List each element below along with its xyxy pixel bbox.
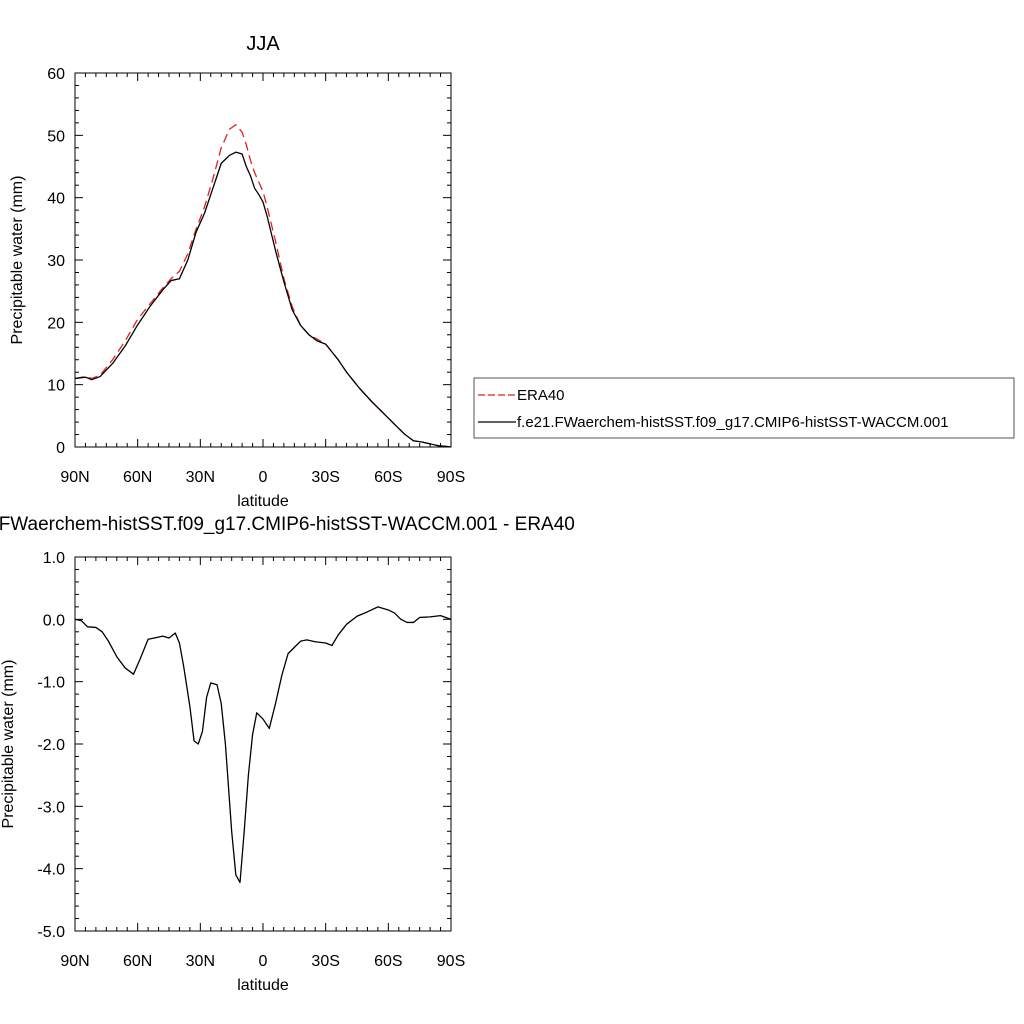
y-tick-label: -5.0 xyxy=(37,924,65,941)
x-tick-label: 60S xyxy=(374,953,402,970)
plot-frame xyxy=(74,72,452,448)
legend-label-1: f.e21.FWaerchem-histSST.f09_g17.CMIP6-hi… xyxy=(517,414,949,431)
x-tick-label: 30N xyxy=(186,953,215,970)
bottom-panel-difference: f.e21.FWaerchem-histSST.f09_g17.CMIP6-hi… xyxy=(0,514,575,994)
series-line-1 xyxy=(75,151,451,447)
x-tick-label: 60N xyxy=(123,953,152,970)
y-tick-label: -1.0 xyxy=(37,675,65,692)
series-line-0 xyxy=(75,124,451,447)
x-axis-label: latitude xyxy=(237,977,289,994)
y-axis-label: Precipitable water (mm) xyxy=(0,660,17,829)
chart-title: JJA xyxy=(246,33,280,55)
legend-box xyxy=(473,377,1015,439)
y-tick-label: 10 xyxy=(47,378,65,395)
legend-label-0: ERA40 xyxy=(517,387,565,404)
top-panel-precipitable-water: JJA 90N 60N 30N 0 30S 60S 90S 0 10 20 30 40 50 60 latit… xyxy=(9,33,465,510)
y-tick-label: 60 xyxy=(47,66,65,83)
y-tick-label: 40 xyxy=(47,191,65,208)
series-line-0 xyxy=(75,606,451,884)
y-tick-label: 20 xyxy=(47,315,65,332)
x-tick-label: 90N xyxy=(60,953,89,970)
x-tick-label: 30S xyxy=(311,469,339,486)
x-tick-label: 90N xyxy=(60,469,89,486)
data-layer xyxy=(75,606,451,884)
x-tick-label: 30N xyxy=(186,469,215,486)
x-axis-label: latitude xyxy=(237,493,289,510)
y-tick-label: 50 xyxy=(47,128,65,145)
y-tick-label: 1.0 xyxy=(43,550,65,567)
y-tick-label: 0.0 xyxy=(43,612,65,629)
x-tick-label: 60S xyxy=(374,469,402,486)
chart-title: f.e21.FWaerchem-histSST.f09_g17.CMIP6-hi… xyxy=(0,514,575,535)
data-layer xyxy=(75,124,451,447)
y-tick-label: 30 xyxy=(47,253,65,270)
x-tick-label: 30S xyxy=(311,953,339,970)
y-tick-label: -3.0 xyxy=(37,799,65,816)
x-tick-label: 0 xyxy=(259,469,268,486)
x-tick-label: 0 xyxy=(259,953,268,970)
y-axis-label: Precipitable water (mm) xyxy=(9,176,26,345)
x-tick-label: 60N xyxy=(123,469,152,486)
y-tick-label: -4.0 xyxy=(37,862,65,879)
x-tick-label: 90S xyxy=(437,953,465,970)
x-tick-label: 90S xyxy=(437,469,465,486)
legend: ERA40 f.e21.FWaerchem-histSST.f09_g17.CMI… xyxy=(473,377,1015,439)
y-tick-label: 0 xyxy=(56,440,65,457)
y-tick-label: -2.0 xyxy=(37,737,65,754)
